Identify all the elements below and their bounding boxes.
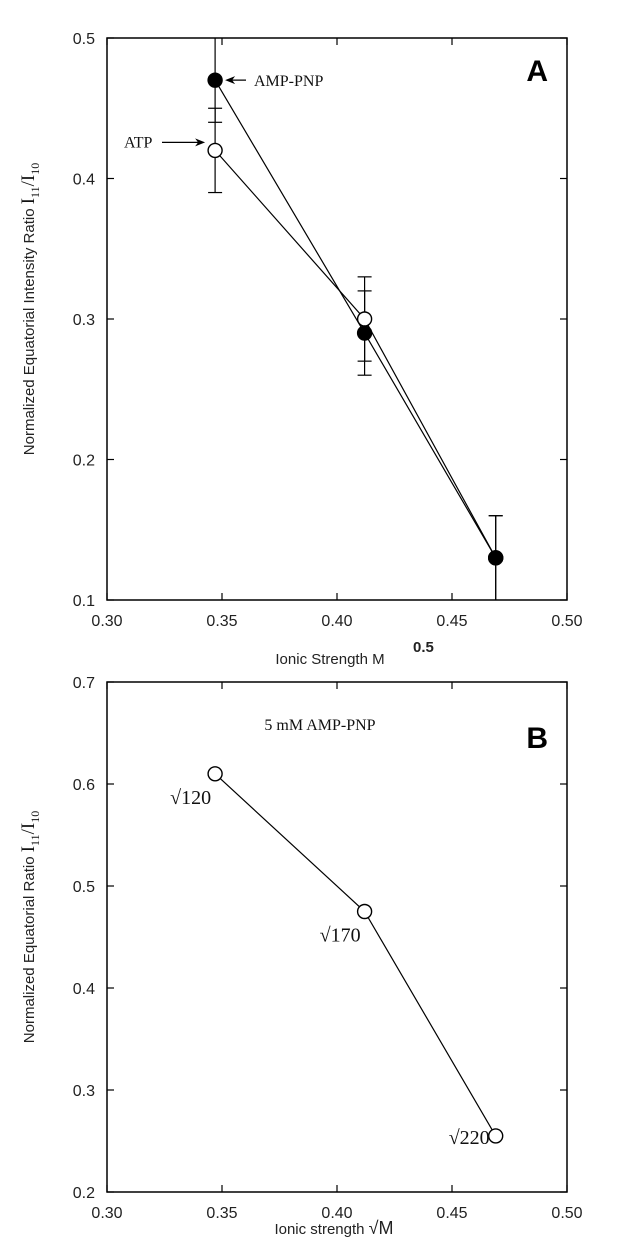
y-tick-label: 0.3 [73,312,95,329]
y-symbol-sub: 11 [28,186,42,198]
ticks-a: 0.30 0.35 0.40 0.45 0.50 0.1 0.2 0.3 0.4 0.5 [73,31,583,630]
x-tick-label: 0.40 [321,613,352,630]
y-symbol-sub: 11 [28,834,42,846]
x-tick-label: 0.45 [436,613,467,630]
labels-a: AMP-PNP ATP A Ionic Strength M 0.5 Normalized… [18,55,548,668]
y-tick-label: 0.7 [73,675,95,692]
y-tick-label: 0.5 [73,31,95,48]
panel-letter-b: B [526,722,548,755]
x-tick-label: 0.35 [206,613,237,630]
data-point [356,903,373,920]
x-axis-label-sup: 0.5 [413,639,434,656]
panel-b: 0.30 0.35 0.40 0.45 0.50 0.2 0.3 0.4 0.5 0.6 0.7 √… [18,675,583,1238]
y-symbol-sub: 10 [28,811,42,823]
panel-letter-a: A [526,55,548,88]
y-tick-label: 0.3 [73,1083,95,1100]
x-tick-label: 0.45 [436,1205,467,1222]
y-axis-label: Normalized Equatorial Ratio I11/I10 [18,811,42,1043]
panel-a: 0.30 0.35 0.40 0.45 0.50 0.1 0.2 0.3 0.4 0.5 AMP-… [18,31,583,668]
y-tick-label: 0.4 [73,172,95,189]
point-atp [207,142,223,159]
x-axis-symbol: √M [369,1218,394,1238]
x-tick-label: 0.50 [551,613,582,630]
point-amp-pnp [207,72,223,88]
x-tick-label: 0.30 [91,613,122,630]
y-symbol: I [18,198,39,204]
y-symbol-sep: /I [18,175,39,187]
y-tick-label: 0.2 [73,453,95,470]
y-symbol-sep: /I [18,823,39,835]
y-tick-label: 0.5 [73,879,95,896]
amp-pnp-arrowhead [225,76,236,85]
x-axis-label: Ionic strength √M [274,1218,393,1238]
series-line-amp-pnp [214,79,497,559]
series-a [207,38,504,600]
x-tick-label: 0.35 [206,1205,237,1222]
point-label: √220 [449,1127,490,1149]
point-label: √120 [170,787,211,809]
x-tick-label: 0.50 [551,1205,582,1222]
point-label: √170 [320,925,361,947]
ticks-b: 0.30 0.35 0.40 0.45 0.50 0.2 0.3 0.4 0.5 0.6 0.7 [73,675,583,1222]
data-point [207,766,223,782]
y-symbol-sub: 10 [28,163,42,175]
data-point [488,1128,504,1144]
point-atp [356,311,373,327]
y-tick-label: 0.4 [73,981,95,998]
point-amp-pnp [488,550,504,566]
y-tick-label: 0.6 [73,777,95,794]
series-label-atp: ATP [124,134,153,151]
series-line [214,773,497,1137]
y-tick-label: 0.2 [73,1185,95,1202]
series-b [207,766,504,1144]
y-axis-label: Normalized Equatorial Intensity Ratio I1… [18,163,42,455]
series-label-amp-pnp: AMP-PNP [254,73,323,90]
x-axis-label: Ionic Strength M [275,651,384,668]
atp-arrowhead [195,138,206,147]
series-line-atp [214,150,497,559]
point-amp-pnp [356,325,373,341]
y-symbol: I [18,846,39,852]
panel-annotation: 5 mM AMP-PNP [264,717,375,734]
y-tick-label: 0.1 [73,593,95,610]
x-tick-label: 0.30 [91,1205,122,1222]
labels-b: √120 √170 √220 5 mM AMP-PNP B Ionic strength … [18,717,548,1238]
x-tick-label: 0.40 [321,1205,352,1222]
